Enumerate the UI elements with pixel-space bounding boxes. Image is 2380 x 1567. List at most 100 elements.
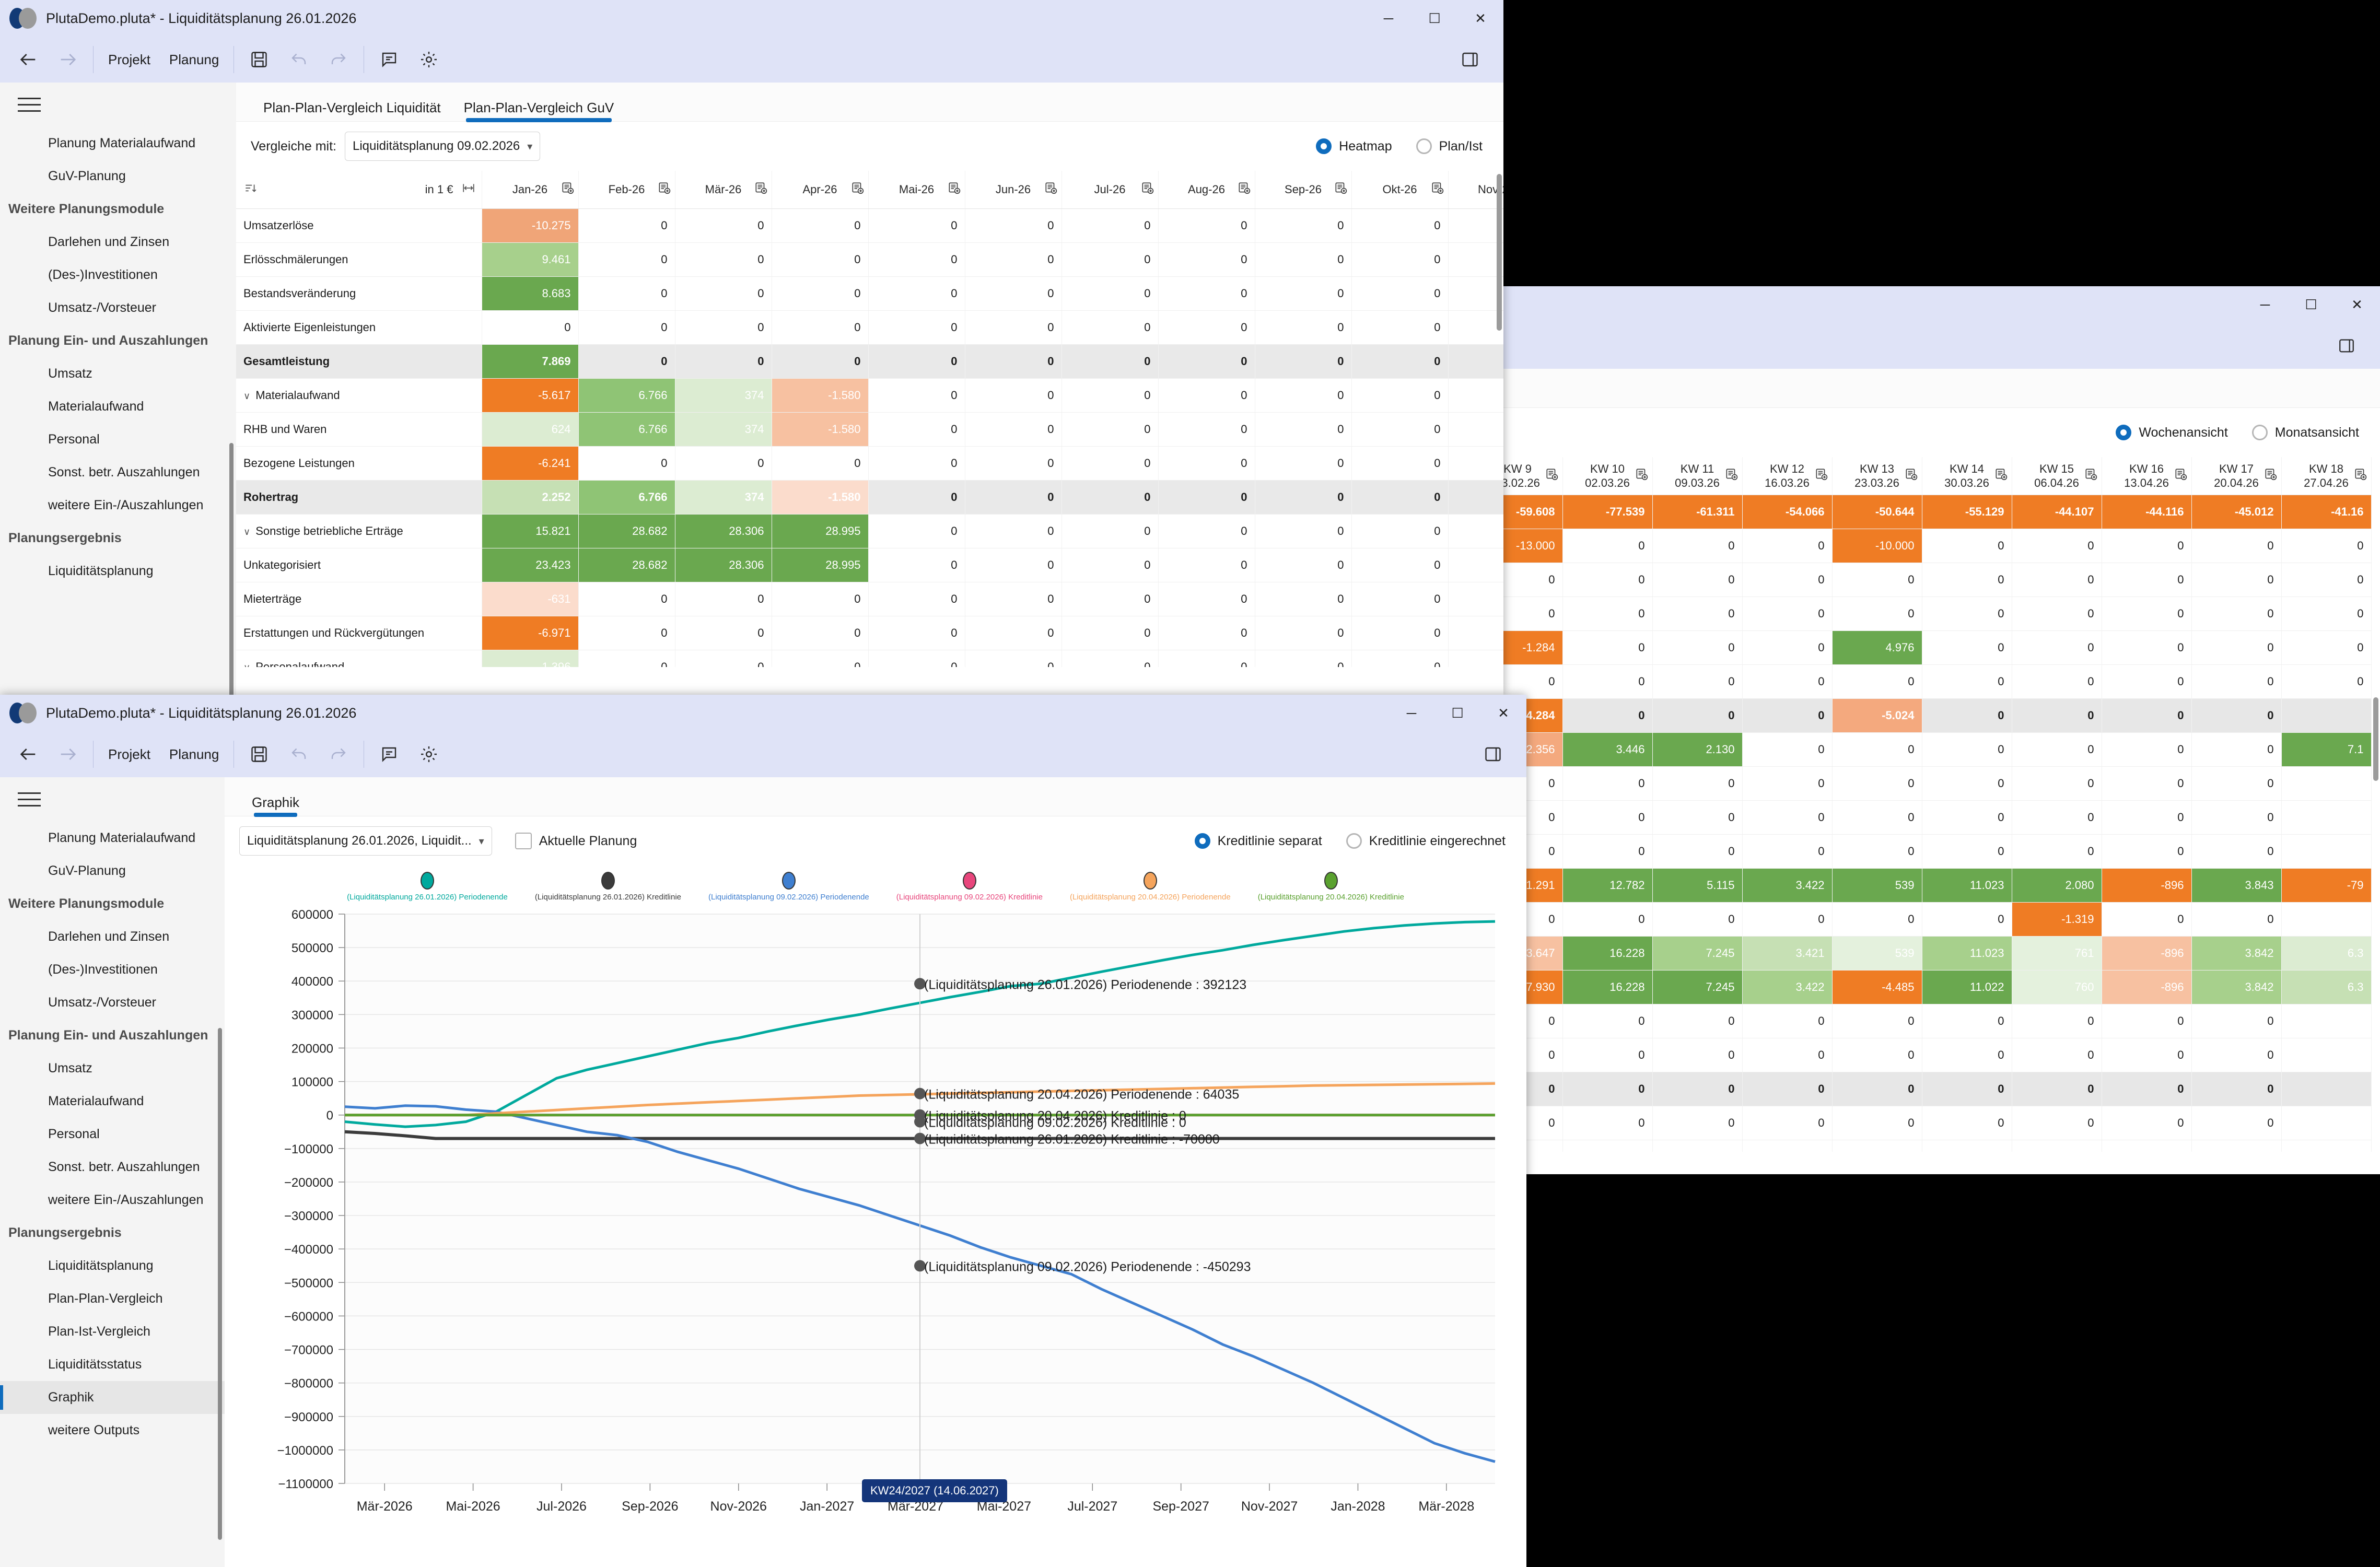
table-cell[interactable]: 0 xyxy=(2102,800,2192,835)
close-button[interactable]: ✕ xyxy=(1498,705,1509,721)
sidebar-item-weitere-outputs[interactable]: weitere Outputs xyxy=(48,1423,140,1437)
table-cell[interactable]: 0 xyxy=(675,242,772,277)
table-cell[interactable]: 0 xyxy=(2191,766,2282,801)
title-bar[interactable]: PlutaDemo.pluta* - Liquiditätsplanung 26… xyxy=(0,0,1503,37)
table-cell[interactable]: 2.080 xyxy=(2012,868,2102,903)
table-cell[interactable]: 0 xyxy=(1652,834,1743,869)
table-cell[interactable]: 0 xyxy=(1742,902,1833,937)
table-cell[interactable]: -50.644 xyxy=(1832,495,1922,529)
sidebar-item-weitere-ein-auszahlungen[interactable]: weitere Ein-/Auszahlungen xyxy=(48,1192,204,1207)
table-cell[interactable]: 0 xyxy=(1652,902,1743,937)
radio-monatsansicht[interactable]: Monatsansicht xyxy=(2251,425,2359,440)
minimize-button[interactable]: ─ xyxy=(1406,705,1417,721)
sidebar-item-des-investitionen[interactable]: (Des-)Investitionen xyxy=(48,267,158,282)
table-cell[interactable]: 0 xyxy=(675,310,772,345)
table-cell[interactable]: 0 xyxy=(772,650,869,667)
table-cell[interactable]: 0 xyxy=(1742,766,1833,801)
table-scroll-area[interactable]: in 1 € Jan-26 Feb-26 Mär-26 Apr-26 Mai-26 Jun-… xyxy=(236,171,1503,667)
window-controls[interactable]: ─ ☐ ✕ xyxy=(1389,695,1526,731)
add-column-icon[interactable] xyxy=(1635,467,1648,484)
table-cell[interactable]: 0 xyxy=(1351,582,1449,616)
table-cell[interactable]: 0 xyxy=(675,650,772,667)
sidebar-item-umsatz-vorsteuer[interactable]: Umsatz-/Vorsteuer xyxy=(48,995,157,1010)
table-cell[interactable]: 0 xyxy=(965,514,1062,548)
panel-toggle-icon[interactable] xyxy=(1450,44,1490,75)
table-cell[interactable]: 0 xyxy=(1562,834,1653,869)
table-cell[interactable]: 539 xyxy=(1832,936,1922,970)
table-cell[interactable]: 3.842 xyxy=(2191,936,2282,970)
table-cell[interactable]: 0 xyxy=(2012,834,2102,869)
table-cell[interactable]: 0 xyxy=(1922,1004,2012,1038)
sidebar-item-guv-planung[interactable]: GuV-Planung xyxy=(48,169,126,183)
add-column-icon[interactable] xyxy=(2174,467,2187,484)
table-cell[interactable]: 0 xyxy=(1652,800,1743,835)
table-cell[interactable]: 8.683 xyxy=(482,276,579,311)
table-cell[interactable]: 11.023 xyxy=(1922,868,2012,903)
compare-select[interactable]: Liquiditätsplanung 09.02.2026 ▾ xyxy=(344,132,541,161)
sidebar-item-umsatz-vorsteuer[interactable]: Umsatz-/Vorsteuer xyxy=(48,300,157,315)
table-column-header[interactable]: Apr-26 xyxy=(772,171,869,209)
table-column-header[interactable]: KW 16 13.04.26 xyxy=(2102,457,2192,495)
table-cell[interactable]: 0 xyxy=(1255,650,1352,667)
table-cell[interactable]: 0 xyxy=(1742,597,1833,631)
table-cell[interactable]: 0 xyxy=(2191,1072,2282,1106)
table-cell[interactable]: 11.022 xyxy=(1922,970,2012,1004)
table-cell[interactable]: 0 xyxy=(1061,276,1159,311)
table-cell[interactable]: 0 xyxy=(1061,412,1159,447)
table-cell[interactable]: 0 xyxy=(1832,1038,1922,1072)
table-cell[interactable]: 0 xyxy=(1652,766,1743,801)
table-cell[interactable]: 0 xyxy=(578,616,675,650)
sidebar-item-darlehen-und-zinsen[interactable]: Darlehen und Zinsen xyxy=(48,929,170,944)
table-cell[interactable]: 374 xyxy=(675,412,772,447)
view-mode-radios[interactable]: Wochenansicht Monatsansicht xyxy=(2116,425,2359,440)
table-cell[interactable]: 0 xyxy=(2012,630,2102,665)
table-cell[interactable]: 0 xyxy=(1562,698,1653,733)
table-cell[interactable]: 0 xyxy=(1652,1140,1743,1152)
save-icon[interactable] xyxy=(239,739,279,770)
window-controls[interactable]: ─ ☐ ✕ xyxy=(1366,0,1503,37)
table-cell[interactable]: 0 xyxy=(1448,616,1503,650)
table-cell[interactable]: 0 xyxy=(2012,1038,2102,1072)
table-cell[interactable] xyxy=(2281,1004,2372,1038)
gear-icon[interactable] xyxy=(409,44,449,75)
table-cell[interactable]: 0 xyxy=(2191,630,2282,665)
table-cell[interactable]: 16.228 xyxy=(1562,970,1653,1004)
legend-item[interactable]: (Liquiditätsplanung 09.02.2026) Perioden… xyxy=(708,872,869,902)
table-cell[interactable]: 0 xyxy=(675,582,772,616)
table-cell[interactable]: 0 xyxy=(1832,1072,1922,1106)
table-cell[interactable]: 3.422 xyxy=(1742,970,1833,1004)
table-row[interactable]: ∨ Sonstige betriebliche Erträge 15.821 28.6… xyxy=(236,514,1503,548)
menu-planung[interactable]: Planung xyxy=(169,746,219,762)
table-column-header[interactable]: KW 18 27.04.26 xyxy=(2281,457,2372,495)
table-cell[interactable]: -896 xyxy=(2102,970,2192,1004)
sidebar-item-materialaufwand[interactable]: Materialaufwand xyxy=(48,399,144,414)
table-cell[interactable]: 0 xyxy=(965,616,1062,650)
table-cell[interactable]: 0 xyxy=(2102,1038,2192,1072)
table-column-header[interactable]: Aug-26 xyxy=(1158,171,1255,209)
table-cell[interactable]: -10.275 xyxy=(482,208,579,243)
table-cell[interactable]: 0 xyxy=(868,446,965,481)
table-cell[interactable]: 0 xyxy=(965,242,1062,277)
add-column-icon[interactable] xyxy=(1334,181,1347,198)
table-cell[interactable]: 0 xyxy=(1158,310,1255,345)
table-cell[interactable]: 0 xyxy=(2191,698,2282,733)
table-cell[interactable]: 16.228 xyxy=(1562,936,1653,970)
table-cell[interactable]: -4.485 xyxy=(1832,970,1922,1004)
table-cell[interactable]: 6.766 xyxy=(578,412,675,447)
table-cell[interactable]: 0 xyxy=(1742,1106,1833,1140)
table-column-header[interactable]: Jun-26 xyxy=(965,171,1062,209)
table-cell[interactable]: 3.421 xyxy=(1742,936,1833,970)
table-cell[interactable]: -1.319 xyxy=(2012,902,2102,937)
table-cell[interactable]: 0 xyxy=(965,446,1062,481)
table-cell[interactable]: 0 xyxy=(1061,310,1159,345)
table-cell[interactable]: 0 xyxy=(1255,616,1352,650)
table-cell[interactable]: 0 xyxy=(2191,597,2282,631)
table-cell[interactable]: 0 xyxy=(1061,208,1159,243)
table-cell[interactable]: 0 xyxy=(1448,276,1503,311)
toolbar[interactable]: Projekt Planung xyxy=(0,37,1503,83)
table-cell[interactable]: 12.782 xyxy=(1562,868,1653,903)
table-cell[interactable]: 0 xyxy=(965,276,1062,311)
menu-planung[interactable]: Planung xyxy=(169,51,219,67)
table-cell[interactable]: 0 xyxy=(1448,514,1503,548)
window-controls[interactable]: ─ ☐ ✕ xyxy=(2242,286,2380,323)
